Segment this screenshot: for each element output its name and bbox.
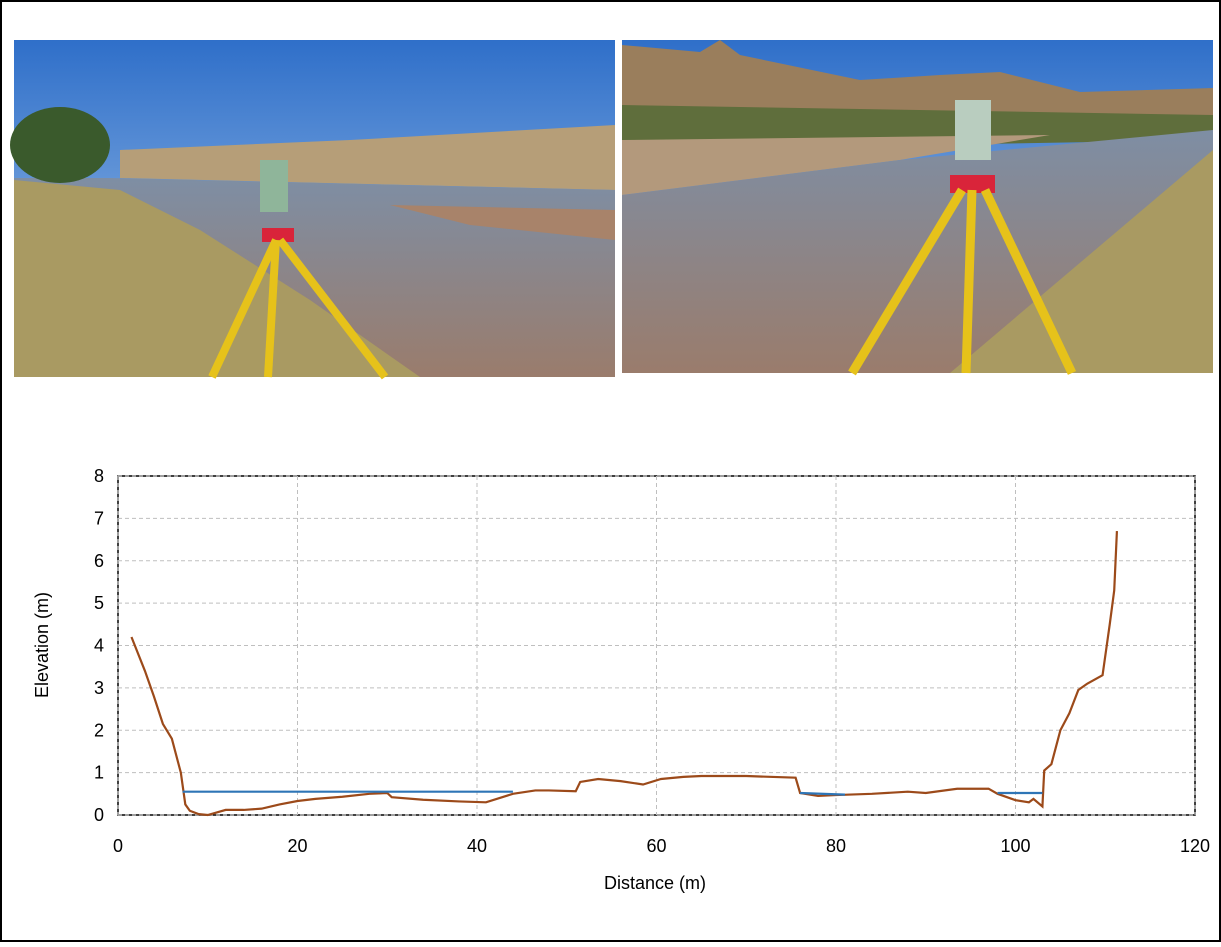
x-tick-label: 40 [467, 836, 487, 856]
x-tick-label: 20 [287, 836, 307, 856]
figure: 012345678020406080100120 Distance (m) El… [0, 0, 1221, 942]
y-tick-label: 5 [94, 593, 104, 613]
page: 012345678020406080100120 Distance (m) El… [0, 0, 1221, 947]
x-tick-label: 80 [826, 836, 846, 856]
y-axis-title: Elevation (m) [32, 592, 52, 698]
y-tick-label: 7 [94, 508, 104, 528]
y-tick-label: 1 [94, 763, 104, 783]
y-tick-label: 3 [94, 678, 104, 698]
y-tick-label: 8 [94, 466, 104, 486]
x-tick-label: 60 [646, 836, 666, 856]
x-axis-title: Distance (m) [604, 873, 706, 893]
photo-right [622, 40, 1213, 373]
x-tick-label: 0 [113, 836, 123, 856]
y-tick-label: 2 [94, 720, 104, 740]
y-tick-label: 4 [94, 636, 104, 656]
y-tick-label: 0 [94, 805, 104, 825]
photo-left [10, 40, 615, 377]
x-tick-label: 100 [1000, 836, 1030, 856]
y-tick-label: 6 [94, 551, 104, 571]
x-tick-label: 120 [1180, 836, 1210, 856]
